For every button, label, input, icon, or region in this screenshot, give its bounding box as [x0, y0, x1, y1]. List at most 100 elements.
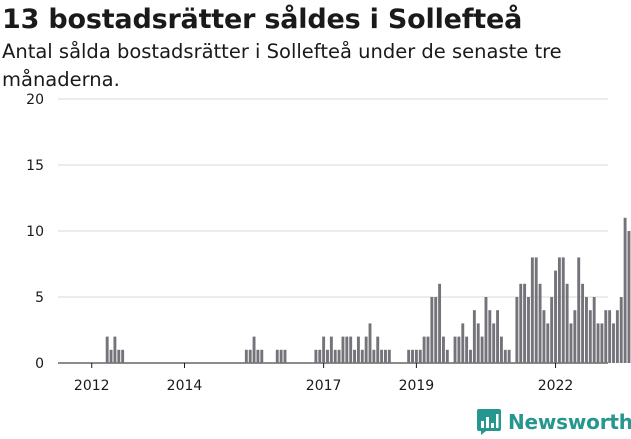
bar: [322, 336, 326, 363]
x-tick-label: 2014: [167, 378, 203, 394]
bar: [542, 310, 546, 363]
y-tick-label: 20: [26, 92, 44, 108]
logo-text: Newsworthy: [508, 410, 631, 434]
bar: [534, 257, 538, 363]
bar: [573, 310, 577, 363]
bar: [109, 349, 113, 363]
bar: [283, 349, 287, 363]
bar: [353, 349, 356, 363]
bar: [368, 323, 372, 363]
bar: [519, 283, 523, 363]
bar: [372, 349, 376, 363]
bar: [380, 349, 384, 363]
bar: [407, 349, 411, 363]
bar: [387, 349, 391, 363]
bar: [422, 336, 426, 363]
bar: [438, 283, 442, 363]
bar: [244, 349, 248, 363]
bar: [426, 336, 430, 363]
bar: [441, 336, 445, 363]
newsworthy-logo: Newsworthy: [476, 407, 631, 437]
bar: [113, 336, 117, 363]
bar: [585, 297, 588, 363]
bar: [121, 349, 125, 363]
y-tick-label: 10: [26, 224, 44, 240]
bar: [279, 349, 283, 363]
bar: [414, 349, 418, 363]
bar: [275, 349, 279, 363]
bar: [384, 349, 387, 363]
bar: [411, 349, 414, 363]
bar: [329, 336, 333, 363]
gridlines: [58, 98, 608, 364]
bar: [615, 310, 619, 363]
bar: [105, 336, 109, 363]
bar: [588, 310, 592, 363]
bar: [345, 336, 349, 363]
bar: [538, 283, 542, 363]
x-tick-label: 2017: [306, 378, 342, 394]
bar: [503, 349, 507, 363]
bar: [457, 336, 461, 363]
x-tick-label: 2019: [399, 378, 435, 394]
bar: [492, 323, 496, 363]
bar: [256, 349, 260, 363]
bar: [349, 336, 353, 363]
bar: [604, 310, 608, 363]
bar: [507, 349, 511, 363]
bar: [356, 336, 360, 363]
x-tick-label: 2022: [538, 378, 574, 394]
chart-title: 13 bostadsrätter såldes i Sollefteå: [2, 4, 523, 35]
bar: [248, 349, 252, 363]
bar: [577, 257, 581, 363]
bar: [480, 336, 484, 363]
y-tick-label: 15: [26, 158, 44, 174]
bar: [418, 349, 422, 363]
bar: [527, 297, 530, 363]
bar: [252, 336, 256, 363]
bar: [472, 310, 476, 363]
bar: [453, 336, 457, 363]
bar: [569, 323, 573, 363]
bar: [554, 270, 557, 363]
bar: [326, 349, 329, 363]
bar: [337, 349, 341, 363]
bar: [333, 349, 337, 363]
bar: [627, 231, 631, 363]
bar: [596, 323, 600, 363]
bar: [364, 336, 368, 363]
bar: [260, 349, 264, 363]
bar: [623, 217, 627, 363]
x-axis-ticks: 201220142017201920222024: [74, 363, 631, 394]
bars: [105, 217, 631, 363]
bar: [612, 323, 615, 363]
bar: [530, 257, 534, 363]
bar: [592, 297, 596, 363]
bar: [550, 297, 554, 363]
bar: [561, 257, 565, 363]
bar: [469, 349, 472, 363]
bar: [600, 323, 604, 363]
bar: [461, 323, 465, 363]
chart-subtitle: Antal sålda bostadsrätter i Sollefteå un…: [2, 40, 562, 91]
bar: [314, 349, 318, 363]
bar: [488, 310, 492, 363]
y-axis-ticks: 0 5 10 15 20: [26, 92, 44, 372]
y-tick-label: 5: [35, 290, 44, 306]
bar: [523, 283, 527, 363]
bar: [318, 349, 322, 363]
bar: [565, 283, 569, 363]
bar: [360, 349, 364, 363]
bar: [496, 310, 500, 363]
bar: [499, 336, 503, 363]
bar: [434, 297, 438, 363]
bar: [117, 349, 121, 363]
bar: [476, 323, 480, 363]
bar: [484, 297, 488, 363]
newsworthy-chart-bubble-icon: [477, 409, 501, 435]
bar: [581, 283, 585, 363]
bar: [515, 297, 519, 363]
bar: [546, 323, 550, 363]
x-tick-label: 2012: [74, 378, 110, 394]
